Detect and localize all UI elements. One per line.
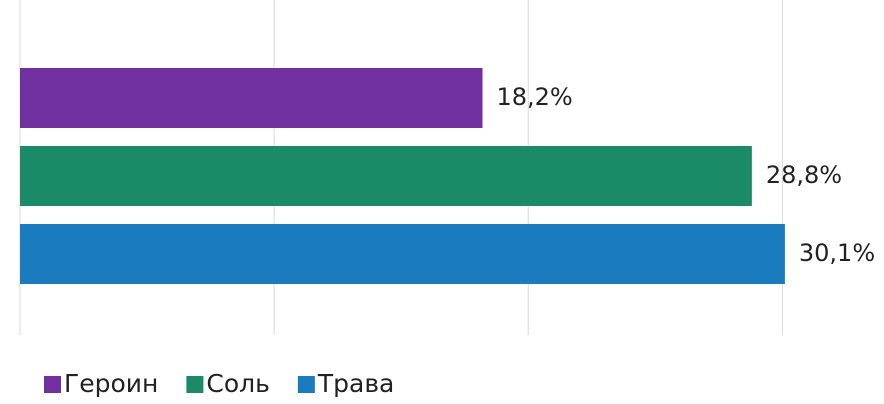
legend-label: Соль — [206, 369, 269, 398]
bar — [20, 146, 752, 206]
bar — [20, 68, 482, 128]
chart: 18,2% 28,8% 30,1% Героин Соль Трава — [0, 0, 884, 404]
value-label: 18,2% — [496, 83, 572, 111]
legend-swatch — [298, 376, 315, 393]
legend-swatch — [186, 376, 203, 393]
value-label: 28,8% — [766, 161, 842, 189]
legend-swatch — [44, 376, 61, 393]
legend-label: Героин — [64, 369, 158, 398]
bar — [20, 224, 785, 284]
value-label: 30,1% — [799, 239, 875, 267]
legend-label: Трава — [317, 369, 395, 398]
